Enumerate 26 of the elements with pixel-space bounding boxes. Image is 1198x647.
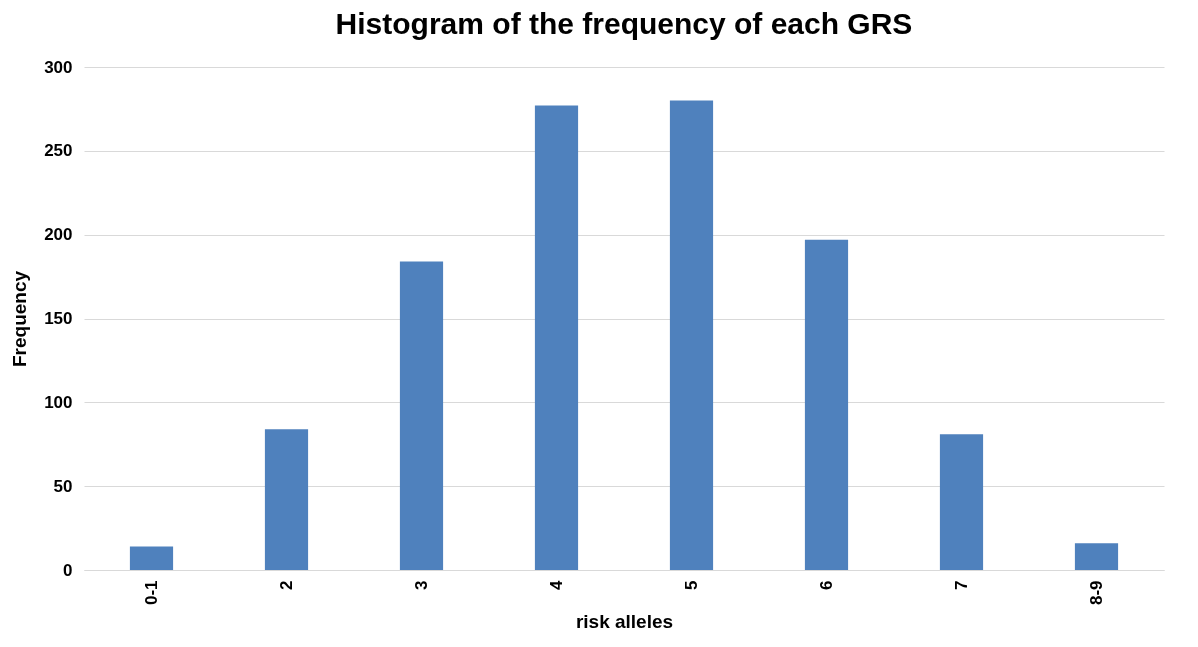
bar [534,105,579,570]
x-tick-label: 4 [546,579,566,590]
x-tick-label: 2 [276,580,296,590]
bar [399,261,444,570]
y-tick-label: 300 [44,57,73,77]
y-tick-label: 0 [63,560,73,580]
chart-title: Histogram of the frequency of each GRS [335,7,913,40]
bar [129,546,174,570]
y-tick-label: 250 [44,141,73,161]
y-tick-label: 150 [44,309,73,328]
bar [804,239,849,570]
y-tick-label: 100 [44,392,73,412]
x-tick-label: 5 [681,580,701,590]
x-tick-label: 3 [411,580,431,590]
bar [1074,543,1119,570]
bar [264,429,309,570]
x-tick-label: 8-9 [1086,580,1106,606]
x-tick-label: 0-1 [141,580,161,606]
x-tick-label: 7 [951,580,971,590]
y-axis-title: Frequency [9,270,31,368]
bar [939,434,984,570]
x-tick-label: 6 [816,580,836,590]
bar [669,100,714,570]
y-tick-label: 200 [44,225,73,245]
y-tick-label: 50 [53,476,73,496]
x-axis-title: risk alleles [575,611,674,633]
